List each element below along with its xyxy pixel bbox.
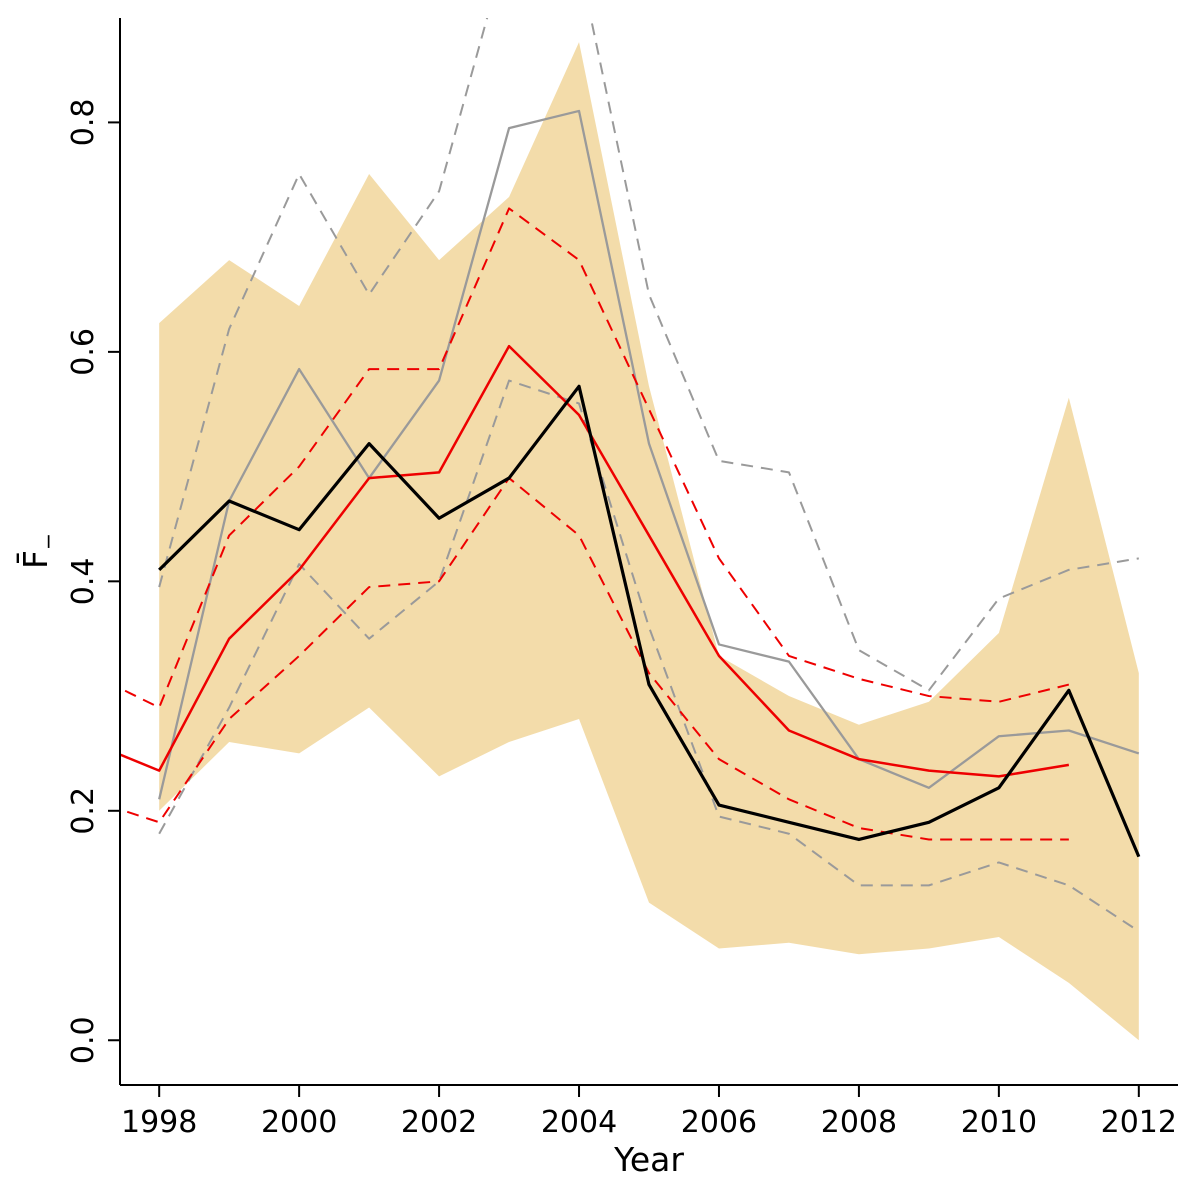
y-tick-label: 0.4 xyxy=(66,557,101,605)
x-tick-label: 2000 xyxy=(261,1105,337,1140)
gray-upper-ci-line xyxy=(158,18,1139,692)
red-estimate-line xyxy=(120,344,1070,778)
tick-marks xyxy=(108,121,1140,1097)
red-upper-ci-line xyxy=(120,207,1070,709)
axes xyxy=(119,18,1178,1086)
y-tick-label: 0.0 xyxy=(66,1016,101,1064)
x-tick-label: 2004 xyxy=(541,1105,617,1140)
y-tick-label: 0.2 xyxy=(66,787,101,835)
y-tick-label: 0.6 xyxy=(66,328,101,376)
x-tick-label: 2012 xyxy=(1101,1105,1177,1140)
y-axis-title-main: F̄ xyxy=(16,550,56,570)
x-tick-label: 1998 xyxy=(121,1105,197,1140)
x-tick-label: 2002 xyxy=(401,1105,477,1140)
x-tick-label: 2008 xyxy=(821,1105,897,1140)
y-axis-title: F̄− xyxy=(16,533,60,569)
black-estimate-line xyxy=(158,384,1141,858)
x-tick-label: 2006 xyxy=(681,1105,757,1140)
y-axis-title-subscript: − xyxy=(35,532,60,551)
gray-estimate-line xyxy=(158,109,1140,800)
confidence-band xyxy=(159,42,1139,1041)
y-tick-label: 0.8 xyxy=(66,99,101,147)
x-tick-label: 2010 xyxy=(961,1105,1037,1140)
plot-area xyxy=(120,18,1141,1041)
tick-labels: 1998 2000 2002 2004 2006 2008 2010 2012 0.0 0.2 0.… xyxy=(66,99,1177,1140)
x-axis-title: Year xyxy=(614,1140,684,1179)
red-lower-ci-line xyxy=(120,477,1069,841)
